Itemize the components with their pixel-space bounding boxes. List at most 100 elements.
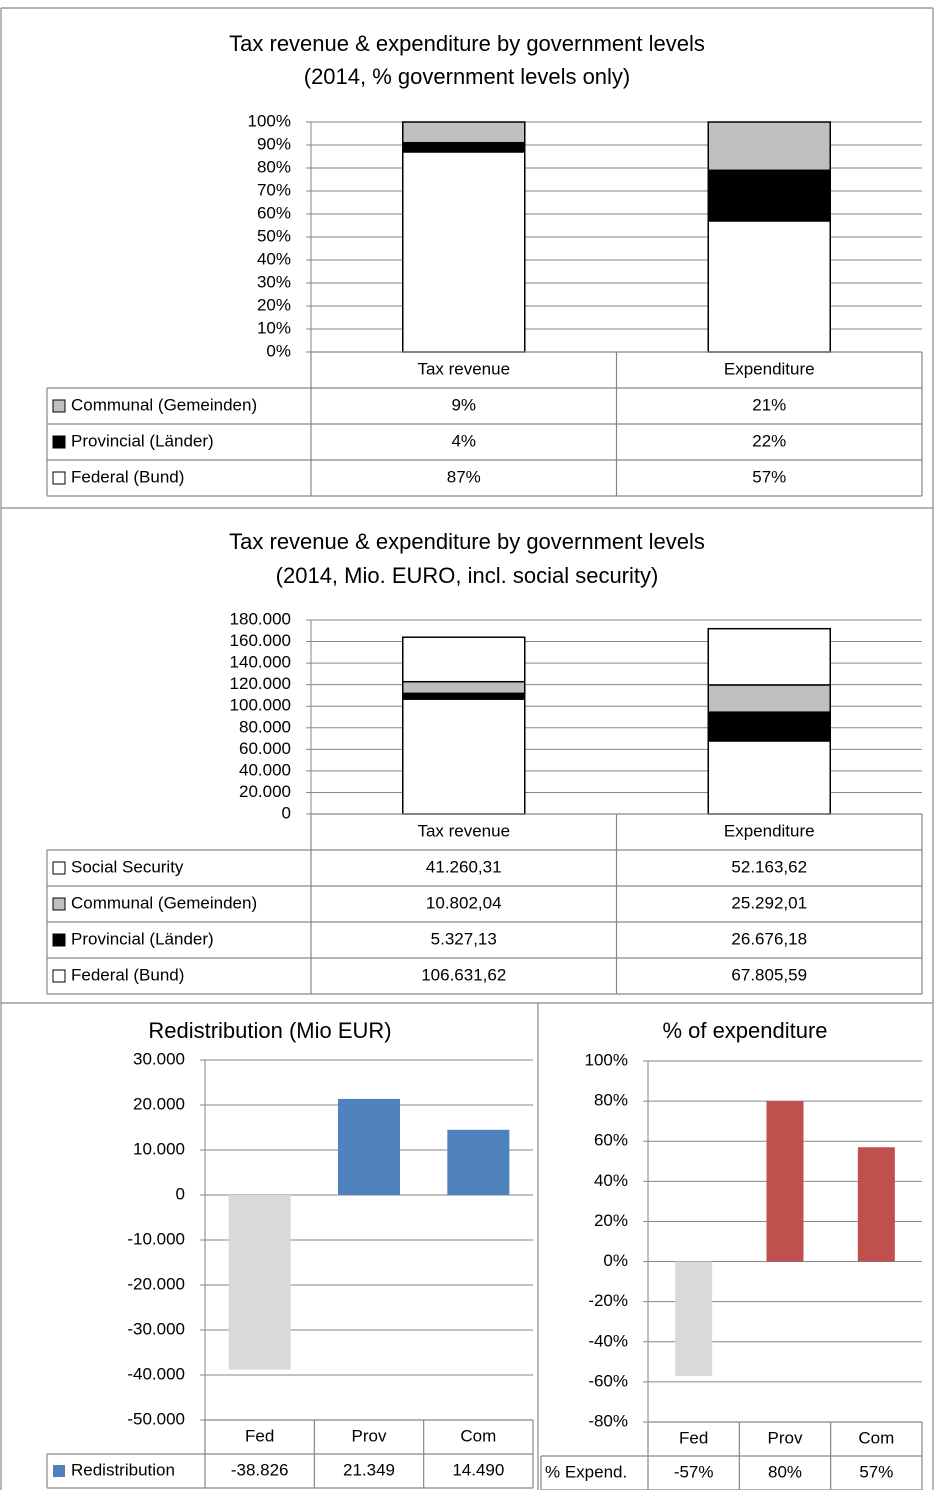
data-label: 4%: [451, 431, 476, 450]
y-tick-label: 80.000: [239, 717, 291, 736]
x-tick-label: Fed: [679, 1428, 708, 1447]
bar-segment: [402, 121, 526, 144]
y-tick-label: 40.000: [239, 760, 291, 779]
bar-segment: [707, 121, 831, 172]
y-tick-label: 0: [176, 1184, 185, 1203]
data-label: 22%: [752, 431, 786, 450]
legend-marker: [52, 435, 66, 449]
y-tick-label: 0%: [266, 341, 291, 360]
x-tick-label: Tax revenue: [417, 821, 510, 840]
y-tick-label: 20%: [257, 295, 291, 314]
y-tick-label: 10.000: [133, 1139, 185, 1158]
data-label: -57%: [674, 1462, 714, 1481]
y-tick-label: 50%: [257, 226, 291, 245]
legend-label: % Expend.: [545, 1462, 627, 1481]
y-tick-label: 20%: [594, 1211, 628, 1230]
data-label: 80%: [768, 1462, 802, 1481]
y-tick-label: 60%: [594, 1131, 628, 1150]
chart-subtitle: (2014, Mio. EURO, incl. social security): [276, 563, 659, 588]
bar-segment: [402, 698, 526, 815]
legend-marker: [52, 897, 66, 911]
y-tick-label: 0%: [603, 1251, 628, 1270]
legend-label: Social Security: [71, 857, 184, 876]
legend-label: Federal (Bund): [71, 965, 184, 984]
legend-marker: [52, 933, 66, 947]
y-tick-label: 60%: [257, 203, 291, 222]
legend-label: Federal (Bund): [71, 467, 184, 486]
y-tick-label: -10.000: [127, 1229, 185, 1248]
data-label: 26.676,18: [731, 929, 807, 948]
bar: [447, 1129, 510, 1195]
y-tick-label: 120.000: [230, 674, 291, 693]
bar-segment: [707, 627, 831, 686]
bar: [766, 1101, 804, 1262]
data-label: 57%: [752, 467, 786, 486]
x-tick-label: Expenditure: [724, 359, 815, 378]
bar-segment: [402, 636, 526, 683]
bar-segment: [402, 680, 526, 695]
y-tick-label: 100.000: [230, 696, 291, 715]
bar: [675, 1261, 713, 1376]
y-tick-label: -30.000: [127, 1319, 185, 1338]
chart-title: Redistribution (Mio EUR): [148, 1018, 391, 1043]
data-label: 106.631,62: [421, 965, 506, 984]
data-label: 9%: [451, 395, 476, 414]
y-tick-label: -50.000: [127, 1409, 185, 1428]
x-tick-label: Com: [460, 1426, 496, 1445]
y-tick-label: 40%: [594, 1171, 628, 1190]
bar-segment: [707, 740, 831, 815]
y-tick-label: 30.000: [133, 1049, 185, 1068]
y-tick-label: 80%: [594, 1091, 628, 1110]
y-tick-label: -20.000: [127, 1274, 185, 1293]
data-label: 67.805,59: [731, 965, 807, 984]
y-tick-label: 90%: [257, 134, 291, 153]
data-label: 41.260,31: [426, 857, 502, 876]
y-tick-label: 0: [282, 803, 291, 822]
y-tick-label: -80%: [588, 1411, 628, 1430]
y-tick-label: 160.000: [230, 631, 291, 650]
y-tick-label: -20%: [588, 1291, 628, 1310]
x-tick-label: Prov: [352, 1426, 387, 1445]
legend-label: Redistribution: [71, 1460, 175, 1479]
legend-label: Provincial (Länder): [71, 431, 214, 450]
legend-marker: [52, 471, 66, 485]
legend-marker: [52, 861, 66, 875]
data-label: -38.826: [231, 1460, 289, 1479]
y-tick-label: 100%: [248, 111, 291, 130]
y-tick-label: 60.000: [239, 739, 291, 758]
data-label: 21%: [752, 395, 786, 414]
bar-segment: [402, 141, 526, 153]
y-tick-label: 10%: [257, 318, 291, 337]
bar-segment: [402, 151, 526, 353]
y-tick-label: 80%: [257, 157, 291, 176]
data-label: 52.163,62: [731, 857, 807, 876]
data-label: 5.327,13: [431, 929, 497, 948]
y-tick-label: 30%: [257, 272, 291, 291]
y-tick-label: 40%: [257, 249, 291, 268]
bar-segment: [707, 684, 831, 713]
data-label: 10.802,04: [426, 893, 502, 912]
y-tick-label: -40.000: [127, 1364, 185, 1383]
x-tick-label: Prov: [768, 1428, 803, 1447]
legend-marker: [53, 1465, 65, 1477]
bar-segment: [707, 169, 831, 222]
chart-subtitle: (2014, % government levels only): [304, 64, 631, 89]
x-tick-label: Tax revenue: [417, 359, 510, 378]
y-tick-label: -40%: [588, 1331, 628, 1350]
legend-marker: [52, 969, 66, 983]
data-label: 57%: [859, 1462, 893, 1481]
frame: [0, 7, 934, 1490]
data-label: 21.349: [343, 1460, 395, 1479]
y-tick-label: 20.000: [133, 1094, 185, 1113]
y-tick-label: 180.000: [230, 609, 291, 628]
bar: [338, 1098, 400, 1195]
data-label: 14.490: [452, 1460, 504, 1479]
bar-segment: [402, 692, 526, 700]
y-tick-label: 70%: [257, 180, 291, 199]
x-tick-label: Fed: [245, 1426, 274, 1445]
bar-segment: [707, 220, 831, 353]
x-tick-label: Expenditure: [724, 821, 815, 840]
chart-title: % of expenditure: [662, 1018, 827, 1043]
y-tick-label: -60%: [588, 1371, 628, 1390]
